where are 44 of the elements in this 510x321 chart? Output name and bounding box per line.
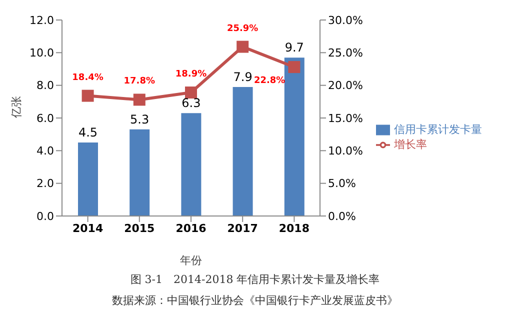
bar xyxy=(130,129,150,216)
y2-tick-label: 30.0% xyxy=(328,14,363,27)
legend-label: 增长率 xyxy=(394,138,427,151)
bar xyxy=(284,58,304,216)
x-tick-label: 2016 xyxy=(176,222,207,235)
y2-tick-label: 25.0% xyxy=(328,46,363,60)
y-tick-label: 12.0 xyxy=(30,14,54,27)
data-label: 4.5 xyxy=(78,126,98,140)
data-label: 7.9 xyxy=(233,70,252,84)
y-tick-label: 0.0 xyxy=(36,210,54,223)
data-label: 18.9% xyxy=(175,70,207,80)
x-tick-label: 2014 xyxy=(72,222,104,235)
data-label: 25.9% xyxy=(226,24,258,34)
point xyxy=(288,61,300,74)
data-label: 6.3 xyxy=(182,96,201,110)
data-label: 9.7 xyxy=(284,40,304,55)
legend-label: 信用卡累计发卡量 xyxy=(394,123,482,136)
y-tick-label: 8.0 xyxy=(36,79,54,92)
y2-tick-label: 5.0% xyxy=(328,177,356,190)
data-label: 5.3 xyxy=(130,112,150,126)
source-note: 数据来源：中国银行业协会《中国银行卡产业发展蓝皮书》 xyxy=(111,293,399,308)
bar xyxy=(78,142,98,216)
x-axis-title: 年份 xyxy=(180,254,202,267)
y2-tick-label: 20.0% xyxy=(328,79,363,92)
y2-tick-label: 10.0% xyxy=(328,144,363,158)
point xyxy=(236,40,249,53)
y-axis-title: 亿张 xyxy=(10,96,23,119)
point xyxy=(133,94,146,106)
y-tick-label: 2.0 xyxy=(36,177,54,190)
data-label: 17.8% xyxy=(124,76,156,87)
y-tick-label: 6.0 xyxy=(36,112,54,125)
y2-tick-label: 0.0% xyxy=(328,210,356,223)
data-label: 18.4% xyxy=(72,72,104,83)
point xyxy=(185,86,197,99)
x-tick-label: 2017 xyxy=(227,222,258,235)
bar xyxy=(232,86,253,216)
x-tick-label: 2018 xyxy=(278,222,310,235)
y-tick-label: 4.0 xyxy=(36,144,54,158)
bar xyxy=(181,113,202,216)
y-tick-label: 10.0 xyxy=(30,46,54,60)
x-tick-label: 2015 xyxy=(124,222,155,235)
y2-tick-label: 15.0% xyxy=(328,112,363,125)
point xyxy=(82,90,94,102)
text: 图 3-1 2014-2018 年信用卡累计发卡量及增长率 xyxy=(129,272,381,287)
